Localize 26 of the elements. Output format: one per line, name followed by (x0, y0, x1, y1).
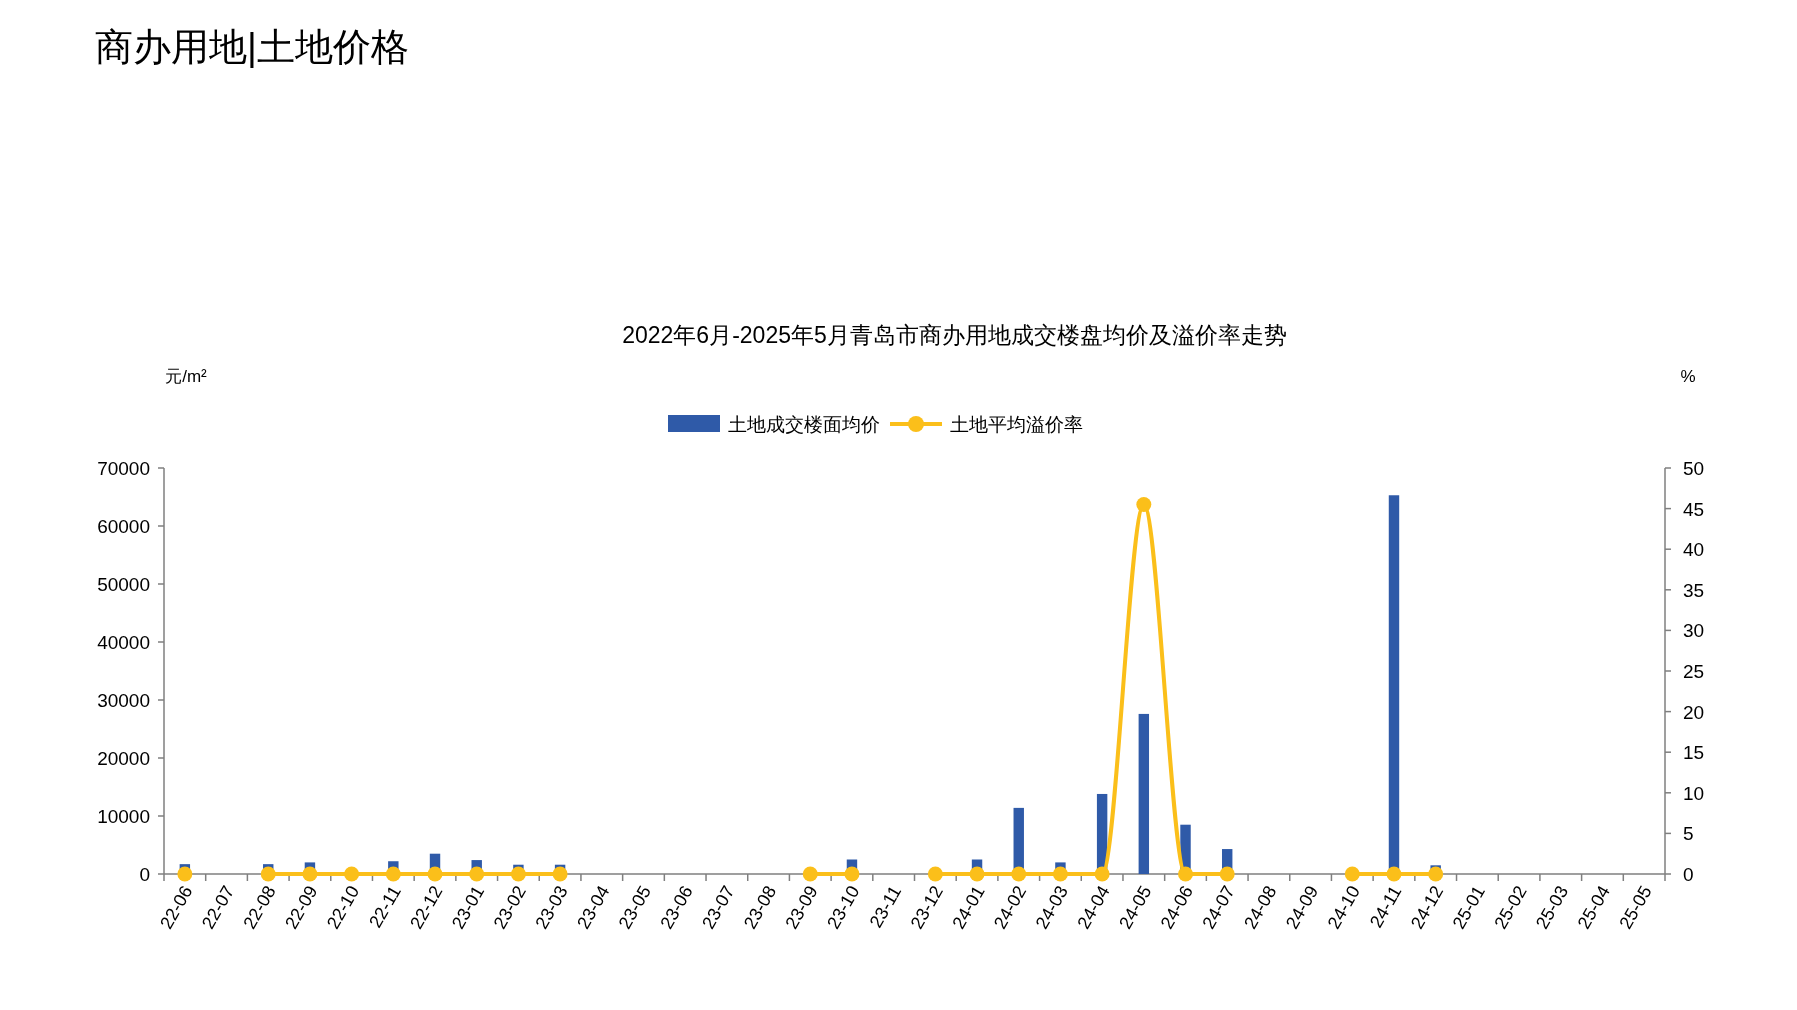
y2-tick-label: 10 (1683, 782, 1705, 804)
legend-label: 土地平均溢价率 (950, 414, 1083, 435)
y-tick-label: 20000 (97, 748, 150, 769)
y-tick-label: 70000 (97, 458, 150, 479)
y2-tick-label: 15 (1683, 742, 1705, 764)
y-tick-label: 40000 (97, 632, 150, 653)
y-tick-label: 60000 (97, 516, 150, 537)
y2-tick-label: 45 (1683, 498, 1705, 520)
y-tick-label: 10000 (97, 806, 150, 827)
y2-tick-label: 35 (1683, 579, 1705, 601)
chart-title: 商办用地|土地价格 (95, 26, 409, 68)
y2-tick-label: 50 (1683, 458, 1705, 479)
y2-tick-label: 5 (1683, 823, 1694, 845)
legend-label: 土地成交楼面均价 (728, 414, 880, 435)
y2-tick-label: 20 (1683, 701, 1705, 723)
y2-tick-label: 25 (1683, 661, 1705, 682)
y2-tick-label: 30 (1683, 620, 1705, 642)
y2-axis-title: % (1680, 367, 1696, 386)
y-tick-label: 50000 (97, 574, 150, 595)
bar (1138, 713, 1150, 874)
y-tick-label: 30000 (97, 690, 150, 711)
y2-tick-label: 40 (1683, 539, 1705, 561)
y2-tick-label: 0 (1683, 864, 1694, 885)
y-axis-title: 元/m² (165, 367, 208, 386)
chart-subtitle: 2022年6月-2025年5月青岛市商办用地成交楼盘均价及溢价率走势 (622, 322, 1287, 348)
y-tick-label: 0 (139, 864, 150, 885)
